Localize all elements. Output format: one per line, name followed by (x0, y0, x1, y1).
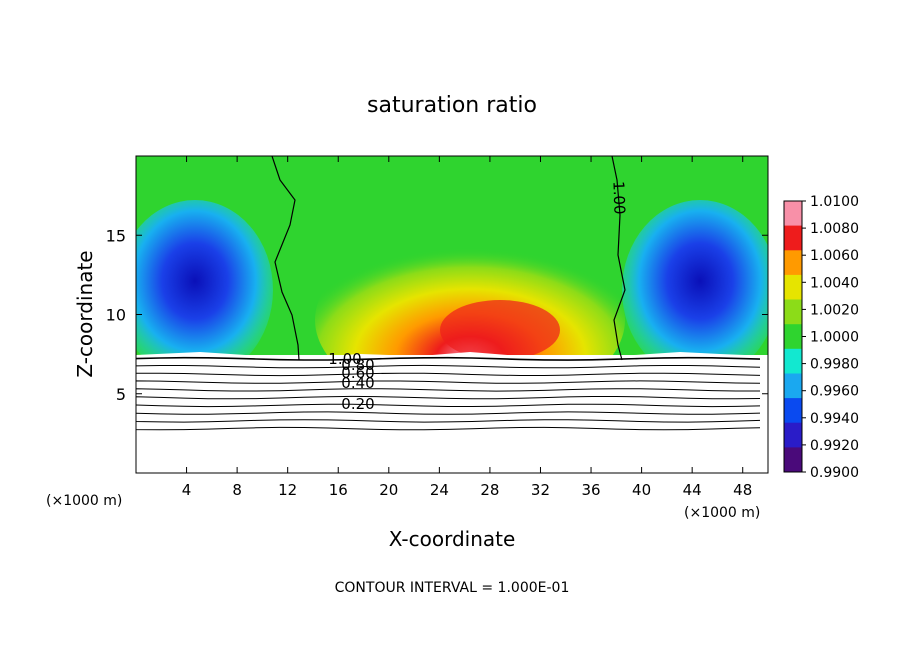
colorbar-label-5: 1.0000 (810, 330, 859, 346)
x-tick-label-10: 44 (683, 481, 702, 499)
x-tick-label-3: 16 (329, 481, 348, 499)
contour-label-3: 0.60 (341, 364, 374, 382)
x-tick-label-5: 24 (430, 481, 449, 499)
colorbar-label-8: 0.9940 (810, 411, 859, 427)
contour-line-7 (136, 411, 761, 415)
colorbar-swatch-8 (784, 398, 802, 424)
colorbar-label-10: 0.9900 (810, 465, 859, 481)
contour-label-5: 0.20 (341, 395, 374, 413)
x-tick-label-7: 32 (531, 481, 550, 499)
contour-label-4: 0.40 (341, 374, 374, 392)
colorbar-label-0: 1.0100 (810, 194, 859, 210)
colorbar-label-7: 0.9960 (810, 384, 859, 400)
colorbar-swatch-10 (784, 447, 802, 473)
x-tick-label-8: 36 (581, 481, 600, 499)
colorbar-label-4: 1.0020 (810, 302, 859, 318)
y-ticks: 5 10 15 (106, 226, 768, 404)
contour-layer (136, 356, 761, 431)
x-tick-label-4: 20 (379, 481, 398, 499)
x-tick-label-1: 8 (232, 481, 242, 499)
right-dry-region (622, 200, 768, 380)
contour-line-0 (136, 356, 761, 361)
colorbar-swatch-0 (784, 201, 802, 227)
x-tick-label-11: 48 (733, 481, 752, 499)
colorbar-swatch-5 (784, 324, 802, 350)
colorbar-swatch-4 (784, 299, 802, 325)
colorbar-label-9: 0.9920 (810, 438, 859, 454)
x-axis-label: X-coordinate (389, 527, 516, 551)
x-unit-label-right: (×1000 m) (684, 505, 760, 521)
y-axis-label: Z-coordinate (73, 250, 97, 377)
contour-label-2: 0.80 (341, 356, 374, 374)
contour-line-3 (136, 380, 761, 384)
left-dry-region (136, 200, 273, 380)
contour-right-boundary (611, 156, 626, 361)
chart-title: saturation ratio (367, 93, 537, 118)
contour-labels: 1.001.000.800.600.400.20 (328, 181, 628, 413)
contour-line-4 (136, 388, 760, 392)
contour-line-6 (136, 403, 761, 408)
cloud-base-edge (136, 352, 768, 360)
center-core (440, 300, 560, 360)
x-unit-label-left: (×1000 m) (46, 493, 122, 509)
y-tick-label-2: 15 (106, 226, 126, 245)
contour-left-boundary (271, 156, 300, 361)
colorbar-swatch-7 (784, 373, 802, 399)
x-tick-label-0: 4 (182, 481, 192, 499)
x-tick-label-9: 40 (632, 481, 651, 499)
x-tick-label-6: 28 (480, 481, 499, 499)
contour-line-8 (136, 419, 761, 423)
contour-label-0: 1.00 (328, 350, 361, 368)
colorbar-label-2: 1.0060 (810, 248, 859, 264)
colorbar-swatch-1 (784, 225, 802, 251)
contour-line-5 (136, 395, 761, 400)
colorbar-swatch-6 (784, 348, 802, 374)
contour-line-9 (136, 426, 761, 431)
y-tick-label-1: 10 (106, 306, 126, 325)
contour-line-2 (136, 372, 761, 377)
plot-field (136, 156, 768, 473)
colorbar: 1.0100 1.0080 1.0060 1.0040 1.0020 1.0000 0.99… (783, 194, 859, 481)
x-tick-label-2: 12 (278, 481, 297, 499)
contour-line-1 (136, 364, 761, 369)
colorbar-label-3: 1.0040 (810, 275, 859, 291)
colorbar-label-6: 0.9980 (810, 357, 859, 373)
colorbar-swatch-3 (784, 274, 802, 300)
colorbar-swatch-9 (784, 422, 802, 448)
contour-interval-note: CONTOUR INTERVAL = 1.000E-01 (335, 580, 570, 596)
colorbar-label-1: 1.0080 (810, 221, 859, 237)
y-tick-label-0: 5 (116, 385, 126, 404)
x-ticks: 4 8 12 16 20 24 28 32 36 40 44 48 (182, 156, 752, 499)
contour-label-1: 1.00 (609, 181, 628, 215)
colorbar-swatch-2 (784, 250, 802, 276)
